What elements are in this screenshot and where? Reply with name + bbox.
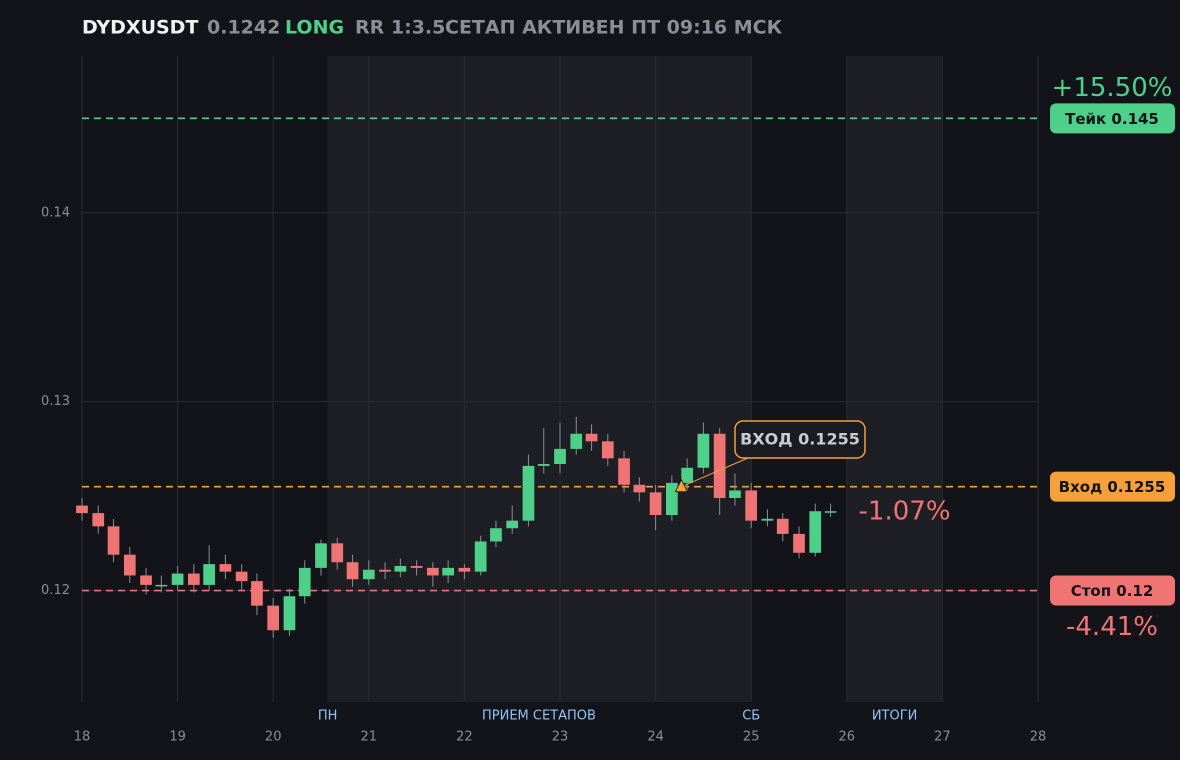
header-price: 0.1242 xyxy=(207,17,280,39)
current-pct: -1.07% xyxy=(859,497,951,527)
level-pct: +15.50% xyxy=(1052,73,1173,103)
candle-body xyxy=(506,520,519,529)
candle-body xyxy=(283,596,296,631)
session-label: ПРИЕМ СЕТАПОВ xyxy=(482,709,596,724)
background-layer xyxy=(81,56,1039,702)
y-tick-label: 0.14 xyxy=(41,205,70,220)
x-tick-label: 27 xyxy=(934,730,951,745)
candle-body xyxy=(346,562,359,580)
candle-body xyxy=(251,581,263,606)
candle-body xyxy=(697,433,710,468)
candle-body xyxy=(76,505,88,514)
candle-body xyxy=(729,490,741,498)
session-label: СБ xyxy=(742,709,760,724)
candle-body xyxy=(601,441,614,459)
entry-callout xyxy=(734,420,866,459)
candle-body xyxy=(379,569,391,572)
level-label: Вход 0.1255 xyxy=(1059,478,1166,496)
candle-body xyxy=(171,573,184,585)
candle-body xyxy=(570,433,583,449)
candle-body xyxy=(490,528,502,542)
zone xyxy=(327,56,752,702)
y-tick-label: 0.13 xyxy=(41,394,70,409)
session-label: ПН xyxy=(318,709,338,724)
candle-body xyxy=(298,567,311,597)
x-tick-label: 19 xyxy=(169,730,186,745)
candle-body xyxy=(474,541,487,572)
x-tick-label: 18 xyxy=(74,730,91,745)
candle-body xyxy=(92,513,105,527)
entry-marker xyxy=(674,478,689,493)
foreground-layer: DYDXUSDT 0.1242 LONG RR 1:3.5 СЕТАП АКТИВЕН … xyxy=(41,17,1175,745)
candle-body xyxy=(458,567,471,572)
x-tick-label: 23 xyxy=(552,730,569,745)
candle-body xyxy=(427,567,439,576)
entry-callout-label: ВХОД 0.1255 xyxy=(740,430,860,449)
candle-body xyxy=(585,433,598,442)
candle-body xyxy=(410,566,423,568)
header-symbol: DYDXUSDT xyxy=(82,17,198,39)
header-status: СЕТАП АКТИВЕН ПТ 09:16 МСК xyxy=(445,17,783,39)
candle-body xyxy=(649,492,662,515)
level-label: Стоп 0.12 xyxy=(1071,582,1154,600)
x-tick-label: 25 xyxy=(743,730,760,745)
candle-body xyxy=(618,458,630,485)
candle-body xyxy=(633,484,646,493)
zone xyxy=(846,56,943,702)
candle-body xyxy=(666,482,678,515)
candle-body xyxy=(155,584,168,587)
x-tick-label: 24 xyxy=(647,730,664,745)
header-rr: RR 1:3.5 xyxy=(355,17,445,39)
candle-body xyxy=(331,543,344,563)
level-pill xyxy=(1050,575,1175,606)
entry-connector xyxy=(681,457,749,488)
candle-body xyxy=(554,448,566,464)
candle-body xyxy=(681,467,693,483)
candle-body xyxy=(203,564,215,585)
header-side: LONG xyxy=(285,17,344,39)
x-tick-label: 28 xyxy=(1030,730,1047,745)
level-pct: -4.41% xyxy=(1066,612,1158,642)
candle-body xyxy=(713,433,726,498)
candle-body xyxy=(394,566,407,572)
candle-body xyxy=(188,573,200,585)
x-tick-label: 20 xyxy=(265,730,282,745)
candle-body xyxy=(537,464,550,466)
candle-body xyxy=(362,569,375,580)
x-tick-label: 22 xyxy=(456,730,473,745)
candle-body xyxy=(123,554,136,576)
candle-body xyxy=(267,605,280,631)
level-label: Тейк 0.145 xyxy=(1065,110,1159,128)
candle-body xyxy=(776,518,789,534)
candle-body xyxy=(315,543,327,568)
candle-body xyxy=(442,567,454,576)
x-tick-label: 21 xyxy=(361,730,378,745)
candle-body xyxy=(824,511,837,513)
x-tick-label: 26 xyxy=(839,730,856,745)
level-pill xyxy=(1050,103,1175,134)
y-tick-label: 0.12 xyxy=(41,583,70,598)
candle-body xyxy=(522,465,535,521)
candle-body xyxy=(235,571,248,582)
level-pill xyxy=(1050,471,1175,502)
candle-body xyxy=(140,575,152,585)
candle-body xyxy=(761,518,774,521)
candle-body xyxy=(219,564,232,572)
candle-body xyxy=(809,511,822,553)
candle-body xyxy=(793,533,805,553)
candle-body xyxy=(107,526,120,555)
session-label: ИТОГИ xyxy=(872,709,918,724)
candle-body xyxy=(745,490,758,521)
